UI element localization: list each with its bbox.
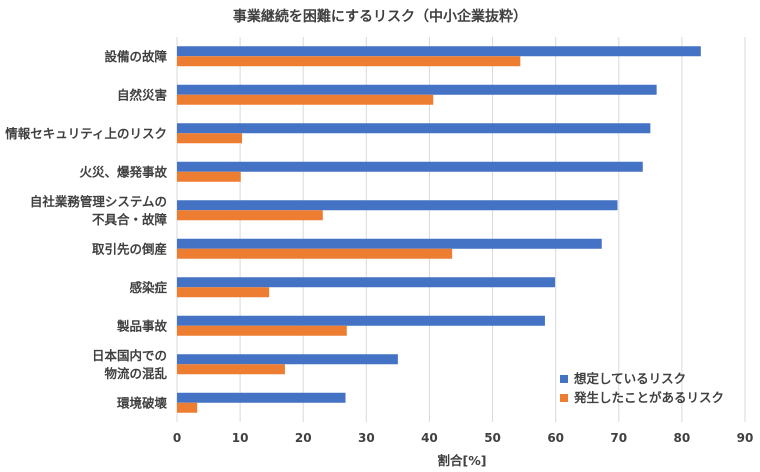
bars bbox=[177, 46, 701, 413]
x-tick-label: 60 bbox=[547, 431, 564, 445]
category-label: 環境破壊 bbox=[117, 395, 168, 410]
bar-planned bbox=[177, 277, 556, 288]
bar-planned bbox=[177, 84, 657, 95]
category-label: 設備の故障 bbox=[104, 49, 167, 64]
x-tick-label: 30 bbox=[358, 431, 375, 445]
category-label: 自然災害 bbox=[117, 87, 167, 102]
bar-occurred bbox=[177, 402, 198, 413]
bar-planned bbox=[177, 161, 643, 172]
x-tick-label: 90 bbox=[737, 431, 754, 445]
bar-occurred bbox=[177, 287, 270, 298]
category-label: 不具合・故障 bbox=[92, 212, 168, 227]
bar-occurred bbox=[177, 94, 434, 105]
category-label: 感染症 bbox=[129, 280, 167, 295]
category-label: 日本国内での bbox=[92, 348, 167, 363]
bar-planned bbox=[177, 315, 545, 326]
bar-planned bbox=[177, 46, 701, 57]
bar-planned bbox=[177, 238, 602, 249]
x-axis-title: 割合[%] bbox=[438, 453, 487, 468]
category-labels: 設備の故障自然災害情報セキュリティ上のリスク火災、爆発事故自社業務管理システムの… bbox=[5, 49, 167, 411]
x-tick-label: 0 bbox=[173, 431, 181, 445]
bar-occurred bbox=[177, 56, 521, 67]
x-tick-label: 70 bbox=[610, 431, 627, 445]
category-label: 製品事故 bbox=[116, 318, 168, 333]
bar-occurred bbox=[177, 325, 347, 336]
x-tick-labels: 0 10 20 30 40 50 60 70 80 90 bbox=[173, 431, 754, 445]
category-label: 自社業務管理システムの bbox=[30, 194, 167, 209]
legend-label-planned: 想定しているリスク bbox=[573, 371, 686, 386]
category-label: 取引先の倒産 bbox=[92, 241, 167, 256]
chart-title: 事業継続を困難にするリスク（中小企業抜粋） bbox=[233, 8, 527, 25]
legend: 想定しているリスク 発生したことがあるリスク bbox=[560, 371, 724, 405]
legend-label-occurred: 発生したことがあるリスク bbox=[573, 390, 724, 405]
x-tick-label: 20 bbox=[295, 431, 312, 445]
bar-planned bbox=[177, 392, 346, 403]
bar-planned bbox=[177, 200, 618, 211]
legend-swatch-occurred bbox=[560, 394, 568, 402]
x-tick-label: 50 bbox=[484, 431, 501, 445]
x-tick-label: 40 bbox=[421, 431, 438, 445]
bar-occurred bbox=[177, 210, 323, 221]
bar-planned bbox=[177, 123, 651, 134]
bar-occurred bbox=[177, 248, 453, 259]
category-label: 情報セキュリティ上のリスク bbox=[5, 126, 167, 141]
legend-swatch-planned bbox=[560, 375, 568, 383]
x-tick-label: 10 bbox=[232, 431, 249, 445]
bar-occurred bbox=[177, 364, 285, 375]
category-label: 物流の混乱 bbox=[104, 366, 167, 381]
category-label: 火災、爆発事故 bbox=[79, 164, 167, 179]
bar-planned bbox=[177, 354, 398, 365]
bar-occurred bbox=[177, 171, 241, 182]
x-tick-label: 80 bbox=[674, 431, 691, 445]
bar-occurred bbox=[177, 133, 243, 144]
